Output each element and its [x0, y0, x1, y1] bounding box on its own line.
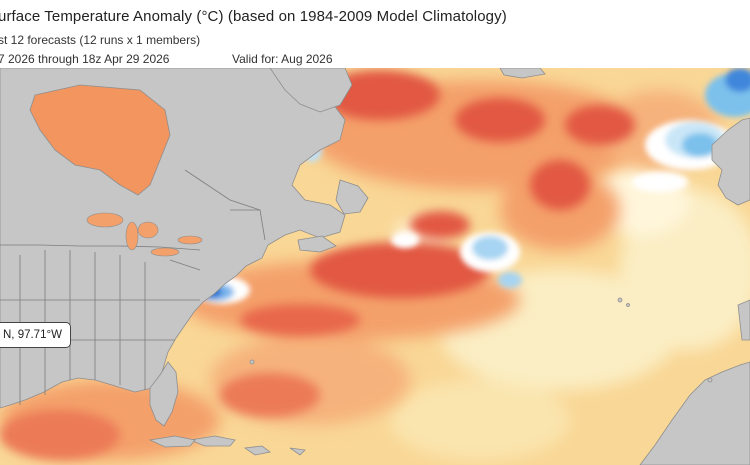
coordinate-tooltip: N, 97.71°W — [0, 322, 71, 348]
africa — [639, 361, 750, 465]
great-lakes — [86, 212, 203, 257]
ensemble-info: st 12 forecasts (12 runs x 1 members) — [0, 33, 201, 47]
caribbean-islands — [188, 435, 306, 456]
iceland — [499, 68, 546, 79]
canaries — [707, 377, 713, 383]
map-title: urface Temperature Anomaly (°C) (based o… — [0, 8, 507, 25]
bermuda — [249, 359, 255, 365]
sst-anomaly-map[interactable] — [0, 68, 750, 465]
land — [0, 68, 750, 465]
map-viewport[interactable]: N, 97.71°W — [0, 68, 750, 465]
valid-date: Valid for: Aug 2026 — [232, 52, 333, 66]
greenland — [269, 68, 353, 113]
newfoundland — [335, 179, 369, 215]
azores-1 — [617, 297, 623, 303]
british-isles — [711, 117, 750, 206]
run-range: 7 2026 through 18z Apr 29 2026 — [0, 52, 170, 66]
cuba — [148, 435, 196, 448]
florida — [149, 361, 179, 427]
iberia — [737, 299, 750, 341]
hudson-bay — [29, 84, 171, 196]
map-header: urface Temperature Anomaly (°C) (based o… — [0, 0, 750, 68]
azores-2 — [626, 303, 630, 307]
nova-scotia — [297, 235, 337, 253]
